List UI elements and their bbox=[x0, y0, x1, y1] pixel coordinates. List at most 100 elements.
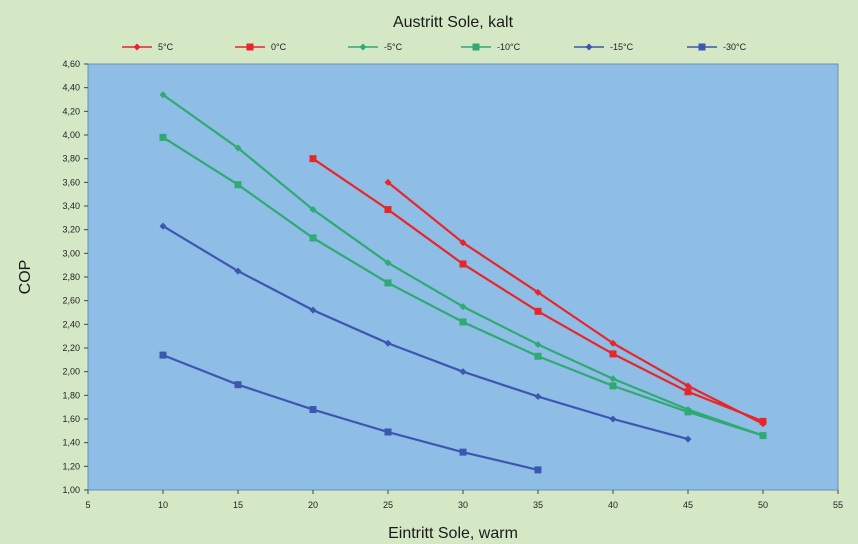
data-point bbox=[384, 206, 392, 214]
y-tick-label: 2,60 bbox=[62, 296, 80, 306]
x-tick-label: 15 bbox=[233, 500, 243, 510]
data-point bbox=[459, 303, 467, 311]
y-tick-label: 1,40 bbox=[62, 438, 80, 448]
y-tick-label: 3,80 bbox=[62, 154, 80, 164]
y-tick-label: 4,60 bbox=[62, 59, 80, 69]
legend-label: -15°C bbox=[610, 42, 634, 52]
y-tick-label: 3,60 bbox=[62, 177, 80, 187]
data-point bbox=[534, 307, 542, 315]
data-point bbox=[384, 428, 392, 436]
series-line bbox=[162, 354, 539, 471]
data-point bbox=[159, 91, 167, 99]
legend-item: -15°C bbox=[574, 42, 634, 52]
data-point bbox=[459, 239, 467, 247]
y-tick-label: 4,40 bbox=[62, 83, 80, 93]
legend-marker bbox=[472, 43, 480, 51]
legend: 5°C 0°C -5°C -10°C -15°C -30°C bbox=[122, 42, 747, 52]
data-point bbox=[384, 339, 392, 347]
data-point bbox=[309, 206, 317, 214]
data-point bbox=[384, 279, 392, 287]
x-tick-label: 30 bbox=[458, 500, 468, 510]
data-point bbox=[234, 181, 242, 189]
x-tick-label: 55 bbox=[833, 500, 843, 510]
plot-area bbox=[87, 63, 839, 491]
x-tick-label: 40 bbox=[608, 500, 618, 510]
data-point bbox=[534, 340, 542, 348]
series-line bbox=[162, 225, 689, 441]
y-axis-title: COP bbox=[17, 260, 34, 295]
data-point bbox=[459, 318, 467, 326]
series-0 bbox=[384, 178, 767, 428]
x-tick-label: 10 bbox=[158, 500, 168, 510]
data-point bbox=[459, 260, 467, 268]
y-tick-label: 3,20 bbox=[62, 225, 80, 235]
legend-item: -30°C bbox=[687, 42, 747, 52]
data-point bbox=[609, 339, 617, 347]
legend-item: -5°C bbox=[348, 42, 403, 52]
x-axis: 5 10 15 20 25 30 35 40 45 50 55 bbox=[85, 490, 843, 510]
data-point bbox=[159, 133, 167, 141]
data-point bbox=[684, 435, 692, 443]
data-point bbox=[459, 448, 467, 456]
data-point bbox=[684, 408, 692, 416]
data-point bbox=[309, 306, 317, 314]
series-1 bbox=[309, 155, 767, 425]
data-point bbox=[309, 155, 317, 163]
data-point bbox=[684, 388, 692, 396]
y-axis: 1,00 1,20 1,40 1,60 1,80 2,00 2,20 2,40 2,60 2,80… bbox=[62, 59, 88, 495]
data-point bbox=[534, 352, 542, 360]
series-5 bbox=[159, 351, 542, 474]
data-point bbox=[234, 381, 242, 389]
y-tick-label: 1,60 bbox=[62, 414, 80, 424]
legend-marker bbox=[585, 43, 593, 51]
series-3 bbox=[159, 133, 767, 440]
data-point bbox=[534, 466, 542, 474]
y-tick-label: 2,00 bbox=[62, 367, 80, 377]
data-point bbox=[234, 144, 242, 152]
x-tick-label: 50 bbox=[758, 500, 768, 510]
y-tick-label: 3,40 bbox=[62, 201, 80, 211]
data-point bbox=[609, 350, 617, 358]
y-tick-label: 3,00 bbox=[62, 248, 80, 258]
legend-label: -10°C bbox=[497, 42, 521, 52]
legend-marker bbox=[359, 43, 367, 51]
data-point bbox=[384, 259, 392, 267]
series-line bbox=[387, 181, 764, 425]
data-point bbox=[384, 178, 392, 186]
data-point bbox=[609, 415, 617, 423]
x-axis-title: Eintritt Sole, warm bbox=[388, 525, 518, 542]
data-point bbox=[159, 222, 167, 230]
y-tick-label: 2,80 bbox=[62, 272, 80, 282]
y-tick-label: 1,00 bbox=[62, 485, 80, 495]
series-4 bbox=[159, 222, 692, 443]
x-tick-label: 45 bbox=[683, 500, 693, 510]
data-point bbox=[684, 382, 692, 390]
x-tick-label: 5 bbox=[85, 500, 90, 510]
legend-item: -10°C bbox=[461, 42, 521, 52]
legend-item: 5°C bbox=[122, 42, 174, 52]
y-tick-label: 2,40 bbox=[62, 319, 80, 329]
x-tick-label: 20 bbox=[308, 500, 318, 510]
legend-marker bbox=[698, 43, 706, 51]
x-tick-label: 25 bbox=[383, 500, 393, 510]
y-tick-label: 4,20 bbox=[62, 106, 80, 116]
legend-label: -30°C bbox=[723, 42, 747, 52]
data-point bbox=[534, 288, 542, 296]
y-tick-label: 4,00 bbox=[62, 130, 80, 140]
legend-label: 0°C bbox=[271, 42, 287, 52]
legend-label: -5°C bbox=[384, 42, 403, 52]
series-layer bbox=[159, 91, 767, 474]
data-point bbox=[309, 234, 317, 242]
legend-marker bbox=[246, 43, 254, 51]
data-point bbox=[309, 406, 317, 414]
legend-marker bbox=[133, 43, 141, 51]
data-point bbox=[159, 351, 167, 359]
data-point bbox=[609, 375, 617, 383]
y-tick-label: 1,80 bbox=[62, 390, 80, 400]
legend-item: 0°C bbox=[235, 42, 287, 52]
data-point bbox=[759, 432, 767, 440]
data-point bbox=[534, 393, 542, 401]
y-tick-label: 1,20 bbox=[62, 461, 80, 471]
data-point bbox=[459, 368, 467, 376]
